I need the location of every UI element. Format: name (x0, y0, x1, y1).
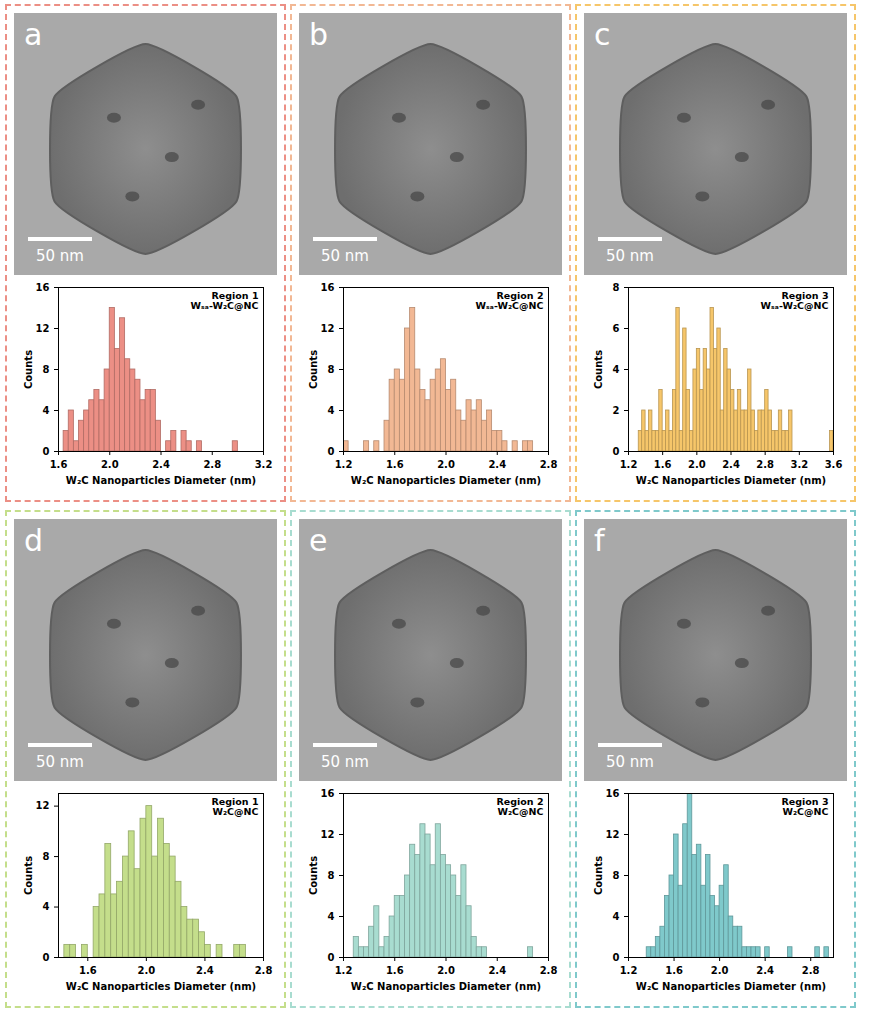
svg-text:b: b (309, 17, 328, 52)
svg-text:e: e (309, 523, 327, 558)
svg-text:d: d (24, 523, 43, 558)
svg-text:1.6: 1.6 (50, 459, 68, 470)
svg-text:1.6: 1.6 (386, 965, 404, 976)
svg-text:50 nm: 50 nm (321, 247, 369, 265)
svg-text:8: 8 (43, 851, 50, 862)
svg-text:1.6: 1.6 (654, 459, 672, 470)
svg-text:Counts: Counts (308, 856, 319, 895)
svg-text:2.8: 2.8 (203, 459, 221, 470)
svg-text:2.4: 2.4 (756, 965, 774, 976)
svg-text:8: 8 (613, 870, 620, 881)
svg-text:0: 0 (613, 446, 620, 457)
svg-text:Region 1W₂C@NC: Region 1W₂C@NC (211, 796, 258, 817)
svg-text:Region 3W₂C@NC: Region 3W₂C@NC (781, 796, 828, 817)
svg-text:50 nm: 50 nm (36, 247, 84, 265)
svg-text:2.4: 2.4 (152, 459, 170, 470)
svg-text:2.0: 2.0 (437, 965, 455, 976)
svg-text:50 nm: 50 nm (36, 753, 84, 771)
svg-text:4: 4 (613, 364, 620, 375)
svg-text:2.0: 2.0 (688, 459, 706, 470)
svg-text:W₂C Nanoparticles Diameter (nm: W₂C Nanoparticles Diameter (nm) (351, 475, 541, 486)
svg-text:Region 1Wₛₐ-W₂C@NC: Region 1Wₛₐ-W₂C@NC (191, 290, 259, 311)
svg-text:2.4: 2.4 (488, 459, 506, 470)
svg-text:1.6: 1.6 (386, 459, 404, 470)
svg-text:4: 4 (328, 911, 335, 922)
svg-text:12: 12 (36, 323, 50, 334)
svg-text:2.8: 2.8 (802, 965, 820, 976)
svg-text:2.0: 2.0 (137, 965, 155, 976)
svg-text:0: 0 (43, 952, 50, 963)
svg-text:W₂C Nanoparticles Diameter (nm: W₂C Nanoparticles Diameter (nm) (636, 475, 826, 486)
svg-text:2.4: 2.4 (196, 965, 214, 976)
svg-text:2.8: 2.8 (540, 965, 558, 976)
svg-text:12: 12 (606, 829, 620, 840)
svg-text:f: f (594, 523, 606, 558)
svg-text:50 nm: 50 nm (606, 247, 654, 265)
svg-text:1.2: 1.2 (620, 965, 638, 976)
svg-text:1.6: 1.6 (665, 965, 683, 976)
svg-text:2: 2 (613, 405, 620, 416)
svg-text:8: 8 (43, 364, 50, 375)
svg-text:16: 16 (606, 788, 620, 799)
svg-text:W₂C Nanoparticles Diameter (nm: W₂C Nanoparticles Diameter (nm) (66, 981, 256, 992)
svg-text:50 nm: 50 nm (606, 753, 654, 771)
svg-text:6: 6 (613, 323, 620, 334)
svg-text:W₂C Nanoparticles Diameter (nm: W₂C Nanoparticles Diameter (nm) (66, 475, 256, 486)
svg-text:2.4: 2.4 (488, 965, 506, 976)
svg-text:Counts: Counts (593, 856, 604, 895)
svg-text:3.6: 3.6 (825, 459, 843, 470)
svg-text:2.8: 2.8 (540, 459, 558, 470)
svg-text:Counts: Counts (23, 350, 34, 389)
svg-text:c: c (594, 17, 611, 52)
svg-text:0: 0 (613, 952, 620, 963)
svg-text:2.8: 2.8 (255, 965, 273, 976)
svg-text:Region 2Wₛₐ-W₂C@NC: Region 2Wₛₐ-W₂C@NC (476, 290, 544, 311)
svg-text:0: 0 (328, 952, 335, 963)
svg-text:16: 16 (321, 282, 335, 293)
svg-text:a: a (24, 17, 42, 52)
svg-text:4: 4 (43, 405, 50, 416)
svg-text:8: 8 (613, 282, 620, 293)
svg-text:3.2: 3.2 (255, 459, 273, 470)
svg-text:50 nm: 50 nm (321, 753, 369, 771)
svg-text:2.4: 2.4 (722, 459, 740, 470)
svg-text:1.2: 1.2 (620, 459, 638, 470)
svg-text:0: 0 (43, 446, 50, 457)
svg-text:Region 3Wₛₐ-W₂C@NC: Region 3Wₛₐ-W₂C@NC (761, 290, 829, 311)
svg-text:1.6: 1.6 (79, 965, 97, 976)
svg-text:2.8: 2.8 (756, 459, 774, 470)
svg-text:W₂C Nanoparticles Diameter (nm: W₂C Nanoparticles Diameter (nm) (636, 981, 826, 992)
svg-text:Region 2W₂C@NC: Region 2W₂C@NC (496, 796, 543, 817)
svg-text:2.0: 2.0 (437, 459, 455, 470)
svg-text:Counts: Counts (593, 350, 604, 389)
svg-text:W₂C Nanoparticles Diameter (nm: W₂C Nanoparticles Diameter (nm) (351, 981, 541, 992)
svg-text:4: 4 (43, 901, 50, 912)
svg-text:1.2: 1.2 (335, 459, 353, 470)
svg-text:2.0: 2.0 (101, 459, 119, 470)
svg-text:8: 8 (328, 364, 335, 375)
svg-text:12: 12 (321, 323, 335, 334)
svg-text:16: 16 (36, 282, 50, 293)
svg-text:3.2: 3.2 (790, 459, 808, 470)
svg-text:Counts: Counts (308, 350, 319, 389)
svg-text:8: 8 (328, 870, 335, 881)
svg-text:1.2: 1.2 (335, 965, 353, 976)
svg-text:12: 12 (36, 800, 50, 811)
svg-text:4: 4 (328, 405, 335, 416)
svg-text:2.0: 2.0 (711, 965, 729, 976)
svg-text:Counts: Counts (23, 856, 34, 895)
svg-text:16: 16 (321, 788, 335, 799)
svg-text:4: 4 (613, 911, 620, 922)
svg-text:0: 0 (328, 446, 335, 457)
svg-text:12: 12 (321, 829, 335, 840)
